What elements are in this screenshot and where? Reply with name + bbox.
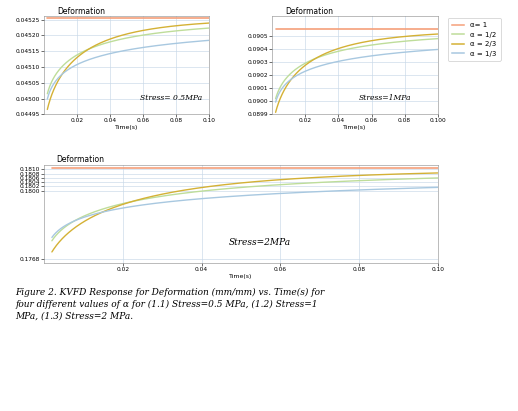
Legend: α= 1, α = 1/2, α = 2/3, α = 1/3: α= 1, α = 1/2, α = 2/3, α = 1/3 (448, 18, 500, 61)
Text: Stress=1MPa: Stress=1MPa (358, 94, 411, 102)
Text: Deformation: Deformation (285, 7, 334, 16)
X-axis label: Time(s): Time(s) (229, 274, 253, 279)
X-axis label: Time(s): Time(s) (343, 125, 367, 130)
Text: Figure 2. KVFD Response for Deformation (mm/mm) vs. Time(s) for
four different v: Figure 2. KVFD Response for Deformation … (16, 288, 325, 321)
Text: Deformation: Deformation (57, 7, 105, 16)
Text: Deformation: Deformation (56, 155, 104, 164)
Text: Stress=2MPa: Stress=2MPa (229, 238, 291, 247)
Text: Stress= 0.5MPa: Stress= 0.5MPa (140, 94, 202, 102)
X-axis label: Time(s): Time(s) (115, 125, 138, 130)
